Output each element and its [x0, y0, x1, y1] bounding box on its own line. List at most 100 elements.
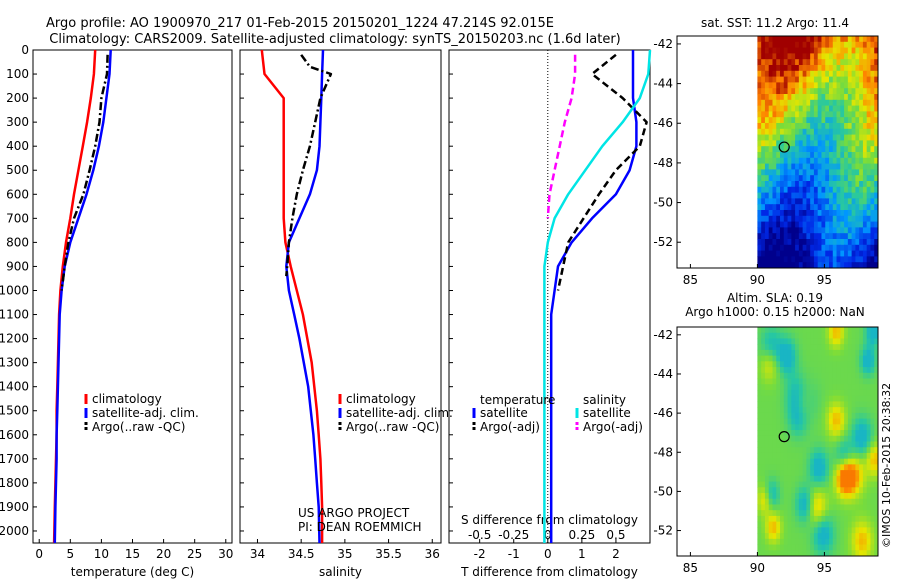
sla-map-cell	[840, 544, 845, 551]
sst-map-cell	[855, 47, 860, 54]
sla-map-cell	[813, 481, 819, 488]
sst-map-cell	[806, 175, 811, 182]
sst-map-cell	[798, 105, 804, 112]
sla-map-cell	[847, 395, 853, 402]
sst-map-cell	[795, 134, 800, 141]
sla-map-cell	[772, 498, 777, 505]
sla-map-cell	[847, 355, 853, 362]
sst-map-cell	[851, 244, 856, 252]
sst-map-cell	[829, 244, 834, 252]
sla-map-cell	[768, 533, 773, 540]
sla-map-cell	[870, 338, 875, 345]
sla-map-cell	[791, 395, 796, 402]
sst-map-cell	[768, 163, 773, 170]
sla-map-cell	[859, 332, 864, 339]
sla-map-cell	[874, 464, 879, 471]
sst-map-cell	[795, 82, 800, 89]
sla-map-cell	[798, 464, 804, 471]
sla-map-cell	[780, 378, 785, 385]
sla-map-cell	[772, 538, 777, 546]
sla-map-cell	[817, 355, 822, 362]
sst-map-cell	[821, 239, 826, 246]
sst-map-cell	[836, 244, 841, 252]
sst-map-cell	[768, 210, 773, 217]
sst-map-cell	[840, 105, 845, 112]
sla-map-cell	[821, 504, 826, 511]
sst-map-cell	[780, 53, 785, 60]
sla-map-cell	[806, 349, 811, 357]
sla-map-cell	[795, 470, 800, 477]
sla-map-cell	[817, 332, 822, 339]
sla-map-cell	[802, 332, 807, 339]
sst-map-cell	[761, 221, 766, 228]
salinity-xtick-label-3: 35.5	[375, 547, 402, 561]
sla-map-cell	[798, 435, 804, 442]
sla-map-cell	[802, 521, 807, 528]
sst-map-cell	[795, 181, 800, 188]
sst-map-cell	[836, 117, 841, 124]
sla-map-cell	[806, 510, 811, 517]
sst-map-cell	[802, 169, 807, 176]
sst-map-cell	[787, 76, 792, 83]
sla-map-cell	[791, 510, 796, 517]
sla-map-cell	[817, 538, 822, 546]
sst-map-cell	[866, 215, 871, 223]
sla-map-cell	[768, 550, 773, 557]
sla-map-cell	[874, 481, 879, 488]
sst-map-cell	[791, 41, 796, 49]
sst-map-cell	[866, 192, 871, 199]
sst-map-cell	[844, 210, 849, 217]
sla-map-cell	[870, 538, 875, 546]
sst-map-cell	[844, 105, 849, 112]
sst-map-float-marker	[778, 141, 790, 153]
sst-map-cell	[802, 210, 807, 217]
sla-map-cell	[783, 487, 789, 494]
sla-map-cell	[795, 361, 800, 368]
sla-map-cell	[791, 367, 796, 374]
sla-map-cell	[783, 407, 789, 414]
sla-map-cell	[840, 447, 845, 454]
sst-map-cell	[855, 88, 860, 95]
sst-map-cell	[847, 99, 853, 107]
difference-series-0	[549, 50, 638, 543]
sst-map-cell	[874, 117, 879, 124]
sst-map-cell	[764, 41, 770, 49]
sst-map-cell	[866, 163, 871, 170]
sla-map-cell	[798, 367, 804, 374]
sst-map-cell	[851, 233, 856, 240]
sla-map-cell	[862, 372, 868, 380]
temperature-xtick-label-3: 15	[125, 547, 140, 561]
sst-map-cell	[757, 256, 762, 263]
sst-map-cell	[817, 250, 822, 257]
sla-map-cell	[795, 435, 800, 442]
sla-map-cell	[825, 493, 830, 500]
sst-map-cell	[768, 227, 773, 234]
sla-map-cell	[836, 349, 841, 357]
sla-map-cell	[764, 367, 770, 374]
sla-map-cell	[761, 458, 766, 465]
sla-map-cell	[832, 544, 838, 551]
sla-map-cell	[832, 470, 838, 477]
sla-map-cell	[862, 435, 868, 442]
sst-map-cell	[798, 169, 804, 176]
sst-map-cell	[806, 65, 811, 72]
sst-map-cell	[772, 99, 777, 107]
sst-map-cell	[810, 65, 815, 72]
sla-map-cell	[859, 395, 864, 402]
sla-map-cell	[795, 367, 800, 374]
sla-map-cell	[768, 332, 773, 339]
sst-map-cell	[870, 152, 875, 159]
sla-map-cell	[874, 407, 879, 414]
sla-map-cell	[768, 441, 773, 448]
sla-map-cell	[772, 527, 777, 534]
sla-map-cell	[836, 493, 841, 500]
sst-map-cell	[810, 186, 815, 194]
sla-map-cell	[825, 395, 830, 402]
sst-map-cell	[798, 215, 804, 223]
sla-map-cell	[821, 424, 826, 431]
sla-map-cell	[859, 470, 864, 477]
sla-map-cell	[855, 361, 860, 368]
sst-map-cell	[825, 88, 830, 95]
sla-map-cell	[825, 441, 830, 448]
sla-map-cell	[776, 481, 781, 488]
